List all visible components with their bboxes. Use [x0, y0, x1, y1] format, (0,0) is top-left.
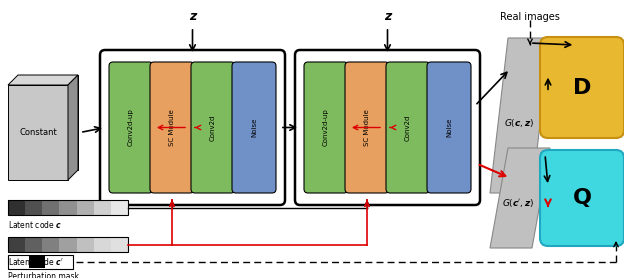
Bar	[8, 237, 25, 252]
Text: SC Module: SC Module	[364, 109, 370, 146]
Bar	[111, 200, 128, 215]
Text: Latent code $\boldsymbol{c}'$: Latent code $\boldsymbol{c}'$	[8, 256, 64, 267]
FancyBboxPatch shape	[191, 62, 235, 193]
Text: Conv2d: Conv2d	[210, 114, 216, 141]
Bar	[77, 200, 94, 215]
Bar	[94, 237, 111, 252]
FancyBboxPatch shape	[150, 62, 194, 193]
Bar	[59, 200, 77, 215]
Bar	[42, 237, 59, 252]
Text: Noise: Noise	[446, 118, 452, 137]
Bar	[8, 200, 128, 215]
Text: Constant: Constant	[19, 128, 57, 137]
Bar	[59, 237, 77, 252]
Text: SC Module: SC Module	[169, 109, 175, 146]
Text: $G(\boldsymbol{c},\boldsymbol{z})$: $G(\boldsymbol{c},\boldsymbol{z})$	[504, 117, 534, 129]
Bar	[25, 200, 42, 215]
Polygon shape	[8, 75, 78, 85]
Text: Q: Q	[572, 188, 592, 208]
Bar	[8, 85, 68, 180]
FancyBboxPatch shape	[386, 62, 430, 193]
Bar	[29, 256, 45, 268]
Bar	[25, 237, 42, 252]
Bar	[8, 237, 128, 252]
Polygon shape	[490, 38, 550, 193]
Text: z: z	[189, 10, 196, 23]
FancyBboxPatch shape	[109, 62, 153, 193]
FancyBboxPatch shape	[295, 50, 480, 205]
FancyBboxPatch shape	[540, 37, 624, 138]
Polygon shape	[68, 75, 78, 180]
FancyBboxPatch shape	[540, 150, 624, 246]
Text: Noise: Noise	[251, 118, 257, 137]
Text: Conv2d: Conv2d	[405, 114, 411, 141]
Bar	[8, 200, 25, 215]
Bar	[94, 200, 111, 215]
Text: Conv2d-up: Conv2d-up	[323, 109, 329, 147]
Text: Perturbation mask: Perturbation mask	[8, 272, 79, 278]
Bar	[111, 237, 128, 252]
Text: Real images: Real images	[500, 12, 560, 22]
Bar	[8, 255, 73, 269]
Bar	[42, 200, 59, 215]
Text: Conv2d-up: Conv2d-up	[128, 109, 134, 147]
Text: z: z	[384, 10, 391, 23]
Bar	[77, 237, 94, 252]
Text: Latent code $\boldsymbol{c}$: Latent code $\boldsymbol{c}$	[8, 219, 62, 230]
FancyBboxPatch shape	[427, 62, 471, 193]
FancyBboxPatch shape	[232, 62, 276, 193]
Polygon shape	[18, 75, 78, 170]
Text: D: D	[573, 78, 591, 98]
Text: $G(\boldsymbol{c}',\boldsymbol{z})$: $G(\boldsymbol{c}',\boldsymbol{z})$	[502, 197, 535, 209]
FancyBboxPatch shape	[304, 62, 348, 193]
FancyBboxPatch shape	[100, 50, 285, 205]
FancyBboxPatch shape	[345, 62, 389, 193]
Polygon shape	[490, 148, 550, 248]
